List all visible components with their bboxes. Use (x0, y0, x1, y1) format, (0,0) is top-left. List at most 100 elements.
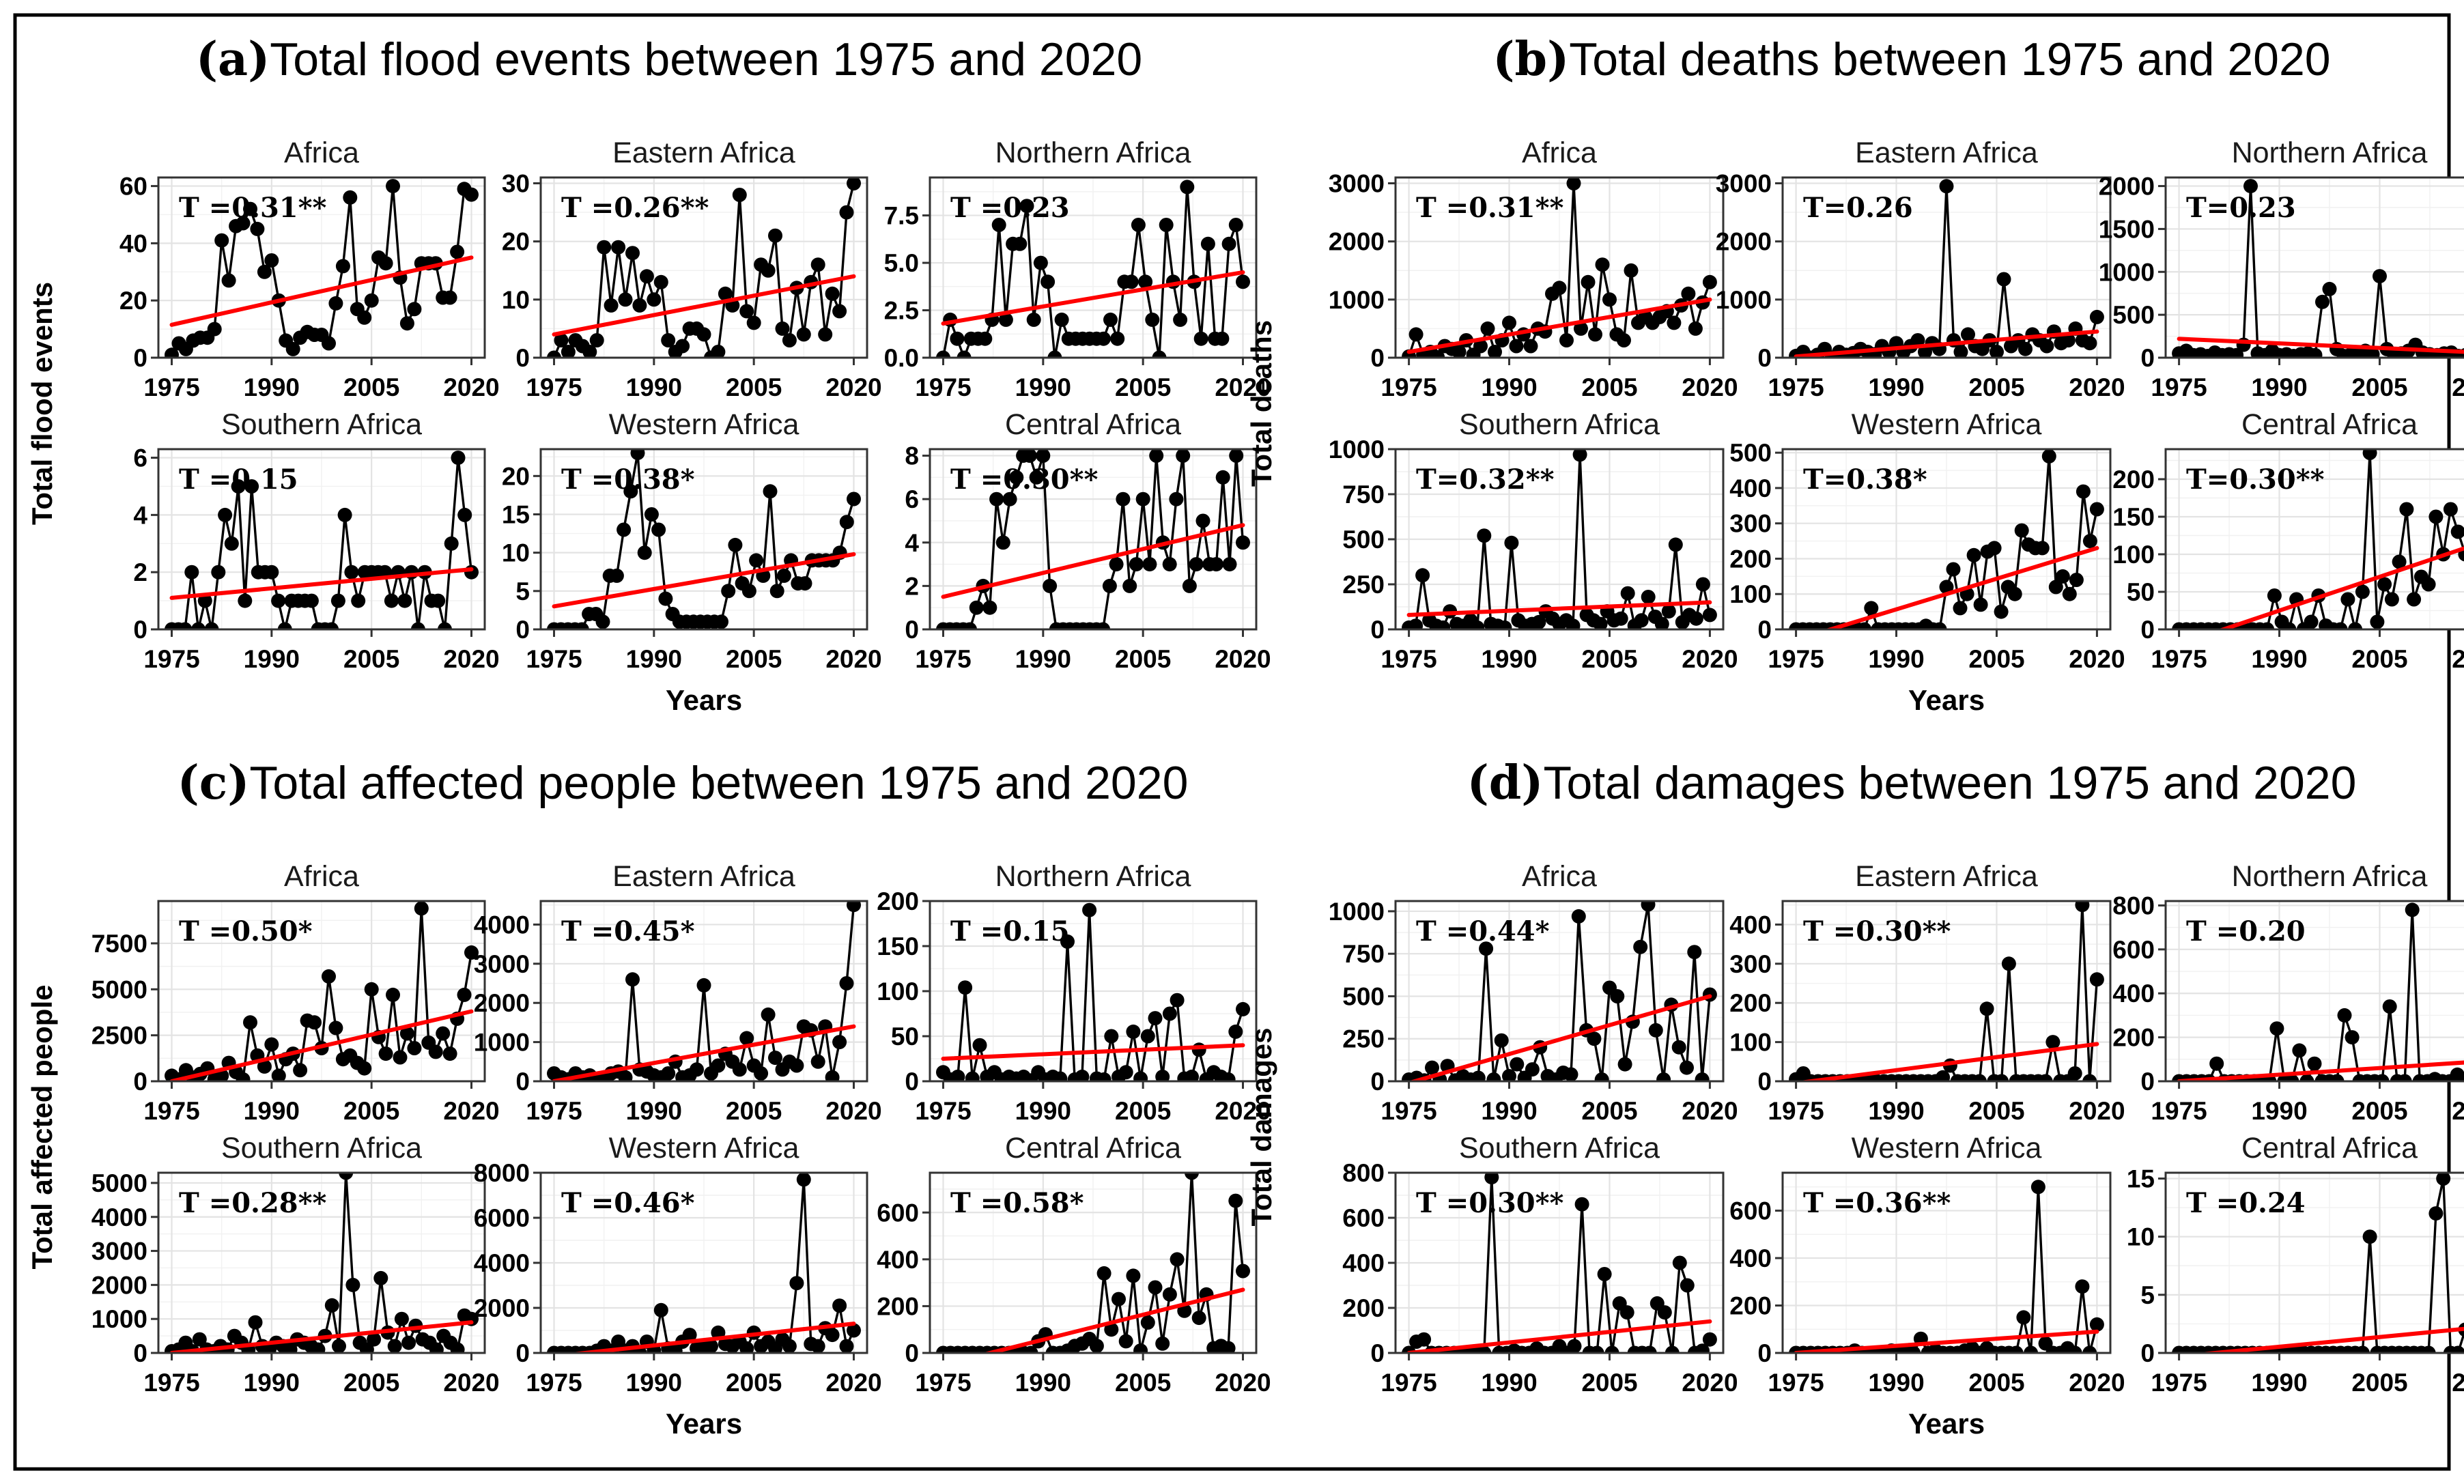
data-point (832, 304, 847, 319)
data-point (1236, 274, 1250, 289)
data-point (1574, 1197, 1589, 1212)
chart-group-a: (a)Total flood events between 1975 and 2… (26, 32, 1271, 716)
facet-title: Northern Africa (995, 860, 1191, 893)
data-point (429, 1342, 444, 1353)
data-point (1182, 578, 1197, 593)
data-point (2340, 592, 2355, 607)
data-point (328, 296, 343, 311)
data-point (2267, 588, 2282, 603)
x-tick-label: 2020 (443, 1097, 499, 1125)
data-point (653, 1302, 668, 1317)
data-point (197, 593, 212, 608)
data-point (1022, 449, 1037, 463)
data-point (2457, 1074, 2464, 1081)
plot-area (1789, 179, 2104, 358)
data-point (1688, 321, 1703, 336)
data-point (1228, 218, 1243, 232)
data-point (839, 976, 854, 990)
trend-statistic-label: T=0.32** (1416, 463, 1555, 496)
x-tick-label: 1975 (1380, 373, 1436, 401)
data-point (589, 333, 604, 347)
x-tick-label: 1990 (1015, 373, 1071, 401)
facet-title: Africa (1522, 137, 1597, 169)
x-tick-label: 2020 (1215, 373, 1271, 401)
data-point (718, 286, 733, 301)
data-point (1602, 292, 1617, 307)
group-title-letter: (d) (1467, 756, 1544, 810)
data-point (1502, 1069, 1516, 1081)
data-point (2075, 901, 2090, 913)
data-point (1604, 1345, 1619, 1353)
y-tick-label: 200 (1729, 989, 1772, 1017)
data-point (364, 982, 379, 997)
facet-title: Southern Africa (221, 408, 422, 441)
data-point (2089, 1317, 2104, 1332)
trend-line (1824, 545, 2099, 629)
data-point (972, 1038, 987, 1053)
data-point (399, 316, 414, 331)
y-tick-label: 0 (905, 616, 919, 644)
data-point (796, 327, 811, 342)
trend-statistic-label: T =0.31** (179, 192, 327, 224)
x-tick-label: 2020 (443, 645, 499, 673)
data-point (221, 273, 236, 288)
y-tick-label: 40 (119, 229, 147, 257)
data-point (2067, 1345, 2082, 1353)
data-point (2282, 622, 2297, 629)
x-tick-label: 2020 (1215, 1097, 1271, 1125)
data-point (2067, 1066, 2082, 1081)
panel-border (929, 448, 1258, 631)
data-point (1215, 331, 1230, 346)
data-point (651, 522, 666, 537)
x-tick-label: 2020 (2452, 373, 2464, 401)
data-point (384, 593, 399, 608)
facet-central-africa: Central Africa T =0.58* 0 200 400 600 1975 1990… (877, 1132, 1271, 1397)
y-tick-label: 500 (1729, 439, 1772, 467)
plot-area (1402, 177, 1717, 358)
data-point (2405, 902, 2420, 917)
facet-africa: Africa T =0.50* 0 2500 5000 7500 1975 1990 2005 2… (91, 860, 500, 1125)
facet-title: Eastern Africa (1855, 860, 2038, 893)
data-point (1047, 350, 1062, 358)
data-point (1053, 1071, 1068, 1081)
x-tick-label: 1990 (1868, 1369, 1924, 1397)
data-point (2373, 269, 2387, 284)
facet-title: Central Africa (2241, 408, 2418, 441)
facet-title: Eastern Africa (612, 137, 795, 169)
panel-border (1781, 900, 2112, 1083)
data-point (1654, 616, 1669, 629)
y-tick-label: 0 (2140, 1068, 2155, 1096)
facet-western-africa: Western Africa T =0.46* 0 2000 4000 6000 8000 1… (474, 1132, 882, 1397)
plot-area (1789, 901, 2104, 1081)
facet-eastern-africa: Eastern Africa T =0.26** 0 10 20 30 1975 1990 20… (502, 137, 882, 401)
data-point (739, 1341, 754, 1353)
plot-area (1402, 901, 1717, 1081)
data-point (1617, 333, 1631, 347)
facet-western-africa: Western Africa T=0.38* 0 100 200 300 400 500 197… (1729, 408, 2125, 673)
data-point (257, 1059, 272, 1074)
y-tick-label: 0 (905, 1339, 919, 1367)
trend-statistic-label: T =0.38* (561, 463, 695, 496)
trend-line (169, 1320, 474, 1353)
data-point (2450, 1345, 2464, 1353)
data-point (357, 1061, 372, 1076)
trend-line (1795, 1042, 2099, 1081)
data-point (618, 1070, 633, 1081)
trend-line (169, 255, 474, 327)
data-point (285, 341, 300, 356)
data-point (1452, 345, 1467, 358)
data-point (1593, 616, 1608, 629)
y-tick-label: 600 (1729, 1197, 1772, 1225)
data-point (2315, 294, 2330, 309)
trend-line (169, 567, 474, 600)
y-tick-label: 200 (1729, 545, 1772, 573)
data-point (2089, 972, 2104, 987)
y-tick-label: 1000 (2099, 258, 2155, 286)
data-point (2428, 509, 2444, 524)
data-point (721, 584, 736, 599)
x-tick-label: 2005 (343, 1369, 399, 1397)
data-point (2062, 586, 2077, 601)
data-point (1661, 604, 1676, 619)
y-tick-label: 3000 (474, 950, 530, 978)
data-point (711, 1058, 726, 1073)
